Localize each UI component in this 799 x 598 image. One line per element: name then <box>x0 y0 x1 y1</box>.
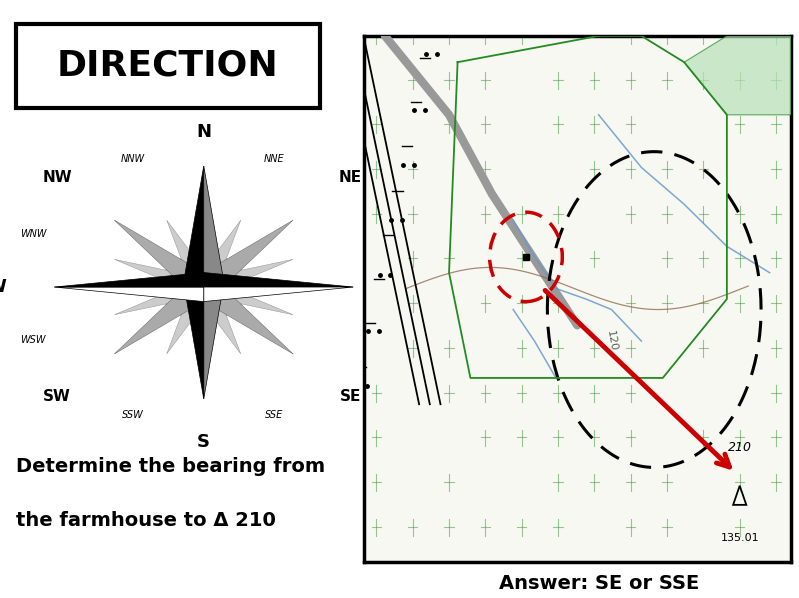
Text: DIRECTION: DIRECTION <box>57 49 279 83</box>
Text: NNW: NNW <box>121 154 145 164</box>
Polygon shape <box>204 273 353 287</box>
Text: 135.01: 135.01 <box>721 533 759 543</box>
Polygon shape <box>183 166 204 287</box>
Text: NE: NE <box>339 170 362 185</box>
Text: ESE: ESE <box>365 335 384 345</box>
Text: SSW: SSW <box>122 410 144 420</box>
Polygon shape <box>684 36 791 115</box>
Text: the farmhouse to Δ 210: the farmhouse to Δ 210 <box>16 511 276 530</box>
Polygon shape <box>193 220 240 291</box>
Polygon shape <box>167 283 214 354</box>
Polygon shape <box>114 279 209 315</box>
Polygon shape <box>204 166 225 287</box>
Polygon shape <box>114 220 214 295</box>
Text: E: E <box>405 278 417 296</box>
Text: SSE: SSE <box>265 410 284 420</box>
Text: WNW: WNW <box>20 229 46 239</box>
Polygon shape <box>204 287 353 301</box>
Text: S: S <box>197 434 210 451</box>
FancyBboxPatch shape <box>16 24 320 108</box>
Polygon shape <box>54 287 204 301</box>
Text: WSW: WSW <box>21 335 46 345</box>
Text: NNE: NNE <box>264 154 284 164</box>
Polygon shape <box>193 283 240 354</box>
Text: W: W <box>0 278 6 296</box>
Polygon shape <box>185 287 204 399</box>
Polygon shape <box>204 287 223 399</box>
Polygon shape <box>114 279 214 354</box>
Text: 120: 120 <box>605 330 618 352</box>
Polygon shape <box>199 260 293 295</box>
Text: Determine the bearing from: Determine the bearing from <box>16 457 325 476</box>
Polygon shape <box>193 220 293 295</box>
Polygon shape <box>167 220 214 291</box>
Text: NW: NW <box>42 170 72 185</box>
Polygon shape <box>193 279 293 354</box>
Polygon shape <box>54 273 204 287</box>
Polygon shape <box>114 260 209 295</box>
Text: Answer: SE or SSE: Answer: SE or SSE <box>499 573 699 593</box>
Text: SW: SW <box>43 389 71 404</box>
Text: SE: SE <box>340 389 361 404</box>
Text: ENE: ENE <box>364 229 384 239</box>
Text: 210: 210 <box>728 441 752 454</box>
Text: N: N <box>197 123 211 141</box>
Polygon shape <box>199 279 293 315</box>
